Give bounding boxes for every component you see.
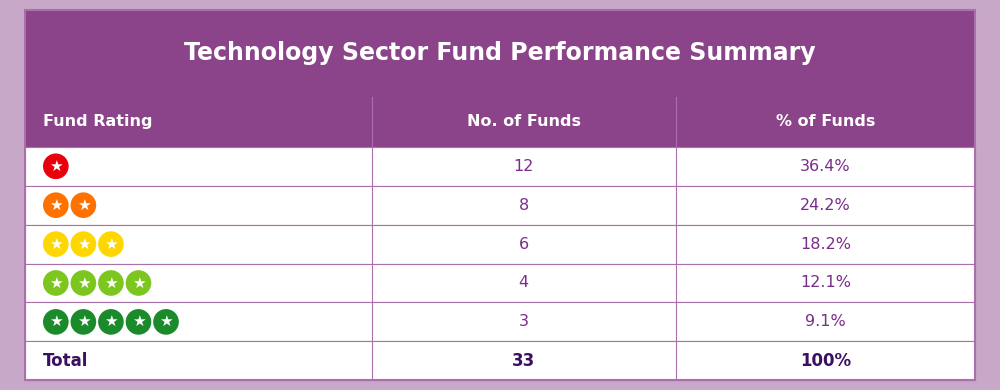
Text: No. of Funds: No. of Funds [467,114,581,129]
Ellipse shape [71,270,96,296]
Ellipse shape [43,192,69,218]
Text: 33: 33 [512,352,535,370]
Text: 3: 3 [519,314,529,330]
Text: ★: ★ [77,198,90,213]
Ellipse shape [43,309,69,335]
Text: ★: ★ [159,314,173,330]
Text: Technology Sector Fund Performance Summary: Technology Sector Fund Performance Summa… [184,41,816,65]
Text: 4: 4 [519,275,529,291]
Text: 9.1%: 9.1% [805,314,846,330]
Text: 36.4%: 36.4% [800,159,851,174]
Text: % of Funds: % of Funds [776,114,875,129]
Text: 12: 12 [514,159,534,174]
Text: ★: ★ [49,314,63,330]
Ellipse shape [126,309,151,335]
Text: 6: 6 [519,237,529,252]
Text: 100%: 100% [800,352,851,370]
Ellipse shape [43,270,69,296]
Ellipse shape [98,231,124,257]
FancyBboxPatch shape [25,97,975,147]
Ellipse shape [71,192,96,218]
Ellipse shape [43,231,69,257]
FancyBboxPatch shape [25,264,975,302]
Ellipse shape [98,270,124,296]
FancyBboxPatch shape [25,10,975,97]
FancyBboxPatch shape [25,302,975,341]
Text: Total: Total [43,352,88,370]
FancyBboxPatch shape [25,186,975,225]
Text: ★: ★ [77,237,90,252]
Text: ★: ★ [49,159,63,174]
Text: ★: ★ [49,275,63,291]
FancyBboxPatch shape [25,147,975,186]
Text: ★: ★ [132,314,145,330]
Text: ★: ★ [104,237,118,252]
Text: ★: ★ [49,198,63,213]
Text: 12.1%: 12.1% [800,275,851,291]
Text: ★: ★ [132,275,145,291]
FancyBboxPatch shape [25,225,975,264]
Text: Fund Rating: Fund Rating [43,114,152,129]
Text: 18.2%: 18.2% [800,237,851,252]
Text: ★: ★ [49,237,63,252]
Ellipse shape [98,309,124,335]
Ellipse shape [126,270,151,296]
Ellipse shape [153,309,179,335]
Text: ★: ★ [104,314,118,330]
Text: ★: ★ [104,275,118,291]
FancyBboxPatch shape [25,341,975,380]
Text: 24.2%: 24.2% [800,198,851,213]
Text: ★: ★ [77,314,90,330]
Ellipse shape [71,231,96,257]
Ellipse shape [71,309,96,335]
Ellipse shape [43,153,69,179]
Text: 8: 8 [519,198,529,213]
Text: ★: ★ [77,275,90,291]
